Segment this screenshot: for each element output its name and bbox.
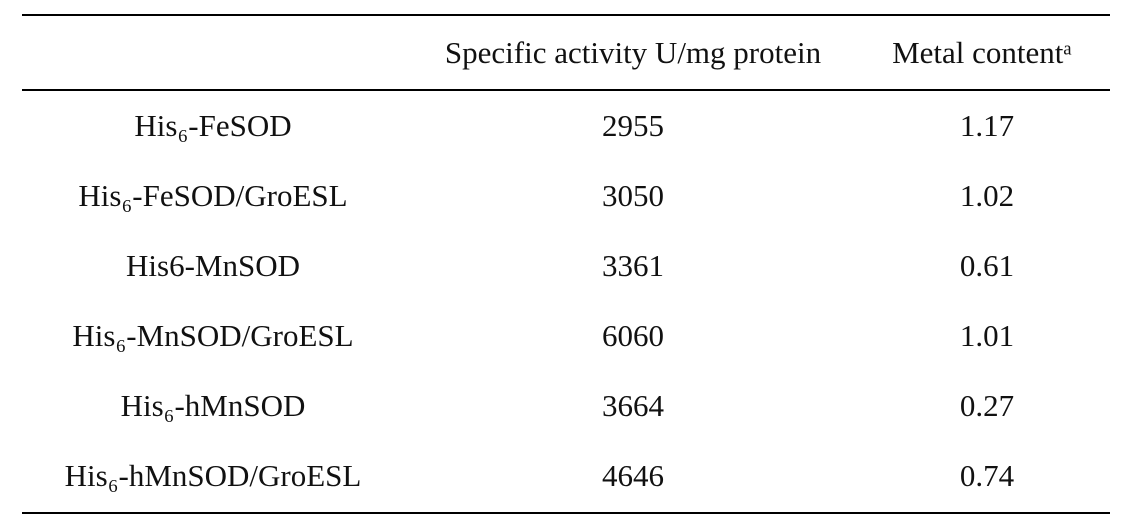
data-cell: 0.61 xyxy=(959,248,1015,283)
data-cell: 3664 xyxy=(602,388,664,423)
data-cell: 1.17 xyxy=(959,108,1015,143)
data-cell: 3050 xyxy=(602,178,664,213)
row-label: His₆-FeSOD/GroESL xyxy=(78,178,348,213)
header-cell: Specific activity U/mg protein xyxy=(444,35,822,70)
data-cell: 6060 xyxy=(602,318,664,353)
data-cell: 1.01 xyxy=(959,318,1015,353)
data-cell: 0.74 xyxy=(959,458,1015,493)
row-label: His₆-MnSOD/GroESL xyxy=(72,318,354,353)
data-cell: 2955 xyxy=(602,108,664,143)
top-rule xyxy=(22,14,1110,16)
data-cell: 1.02 xyxy=(959,178,1015,213)
row-label: His₆-FeSOD xyxy=(134,108,292,143)
data-cell: 3361 xyxy=(602,248,664,283)
data-cell: 4646 xyxy=(602,458,664,493)
bottom-rule xyxy=(22,512,1110,514)
row-label: His₆-hMnSOD xyxy=(120,388,306,423)
header-cell: Metal contentᵃ xyxy=(892,35,1072,70)
data-cell: 0.27 xyxy=(959,388,1015,423)
header-rule xyxy=(22,89,1110,91)
row-label: His6-MnSOD xyxy=(126,248,300,283)
row-label: His₆-hMnSOD/GroESL xyxy=(64,458,362,493)
